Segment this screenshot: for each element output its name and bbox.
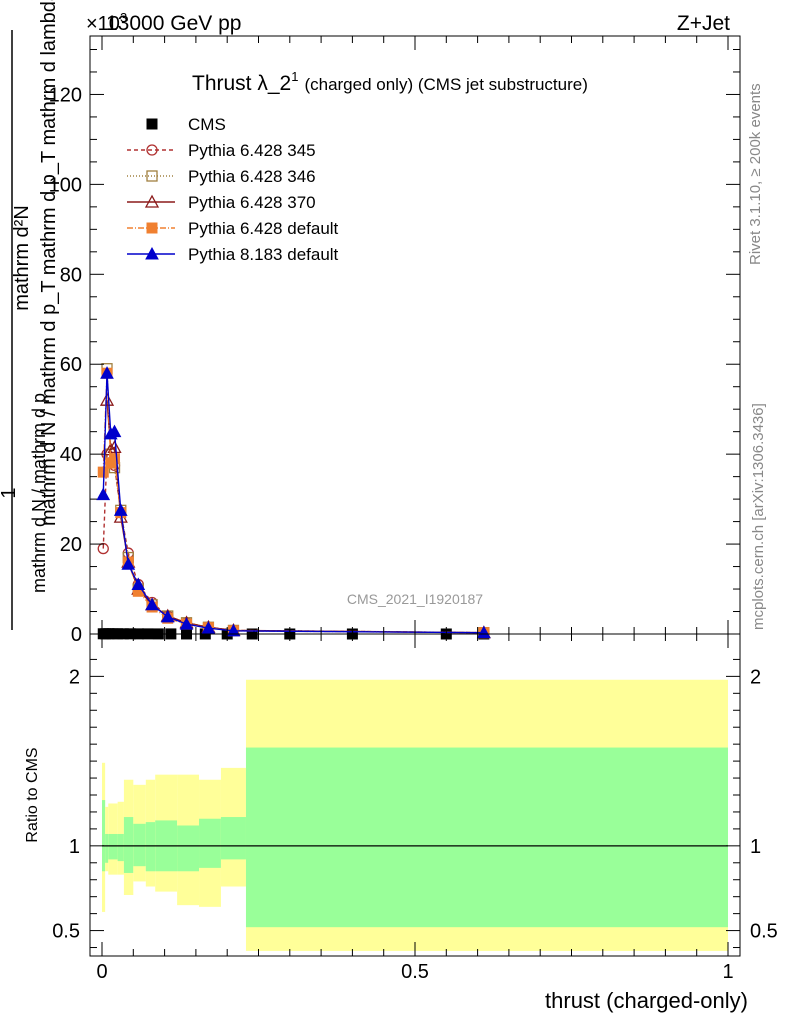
ratio-y-label: Ratio to CMS [24,747,41,842]
band-green [199,818,221,868]
y-label-denominator: mathrm d N / mathrm d p [29,393,49,593]
y-label-denominator-extra: mathrm d N / mathrm d p_T mathrm d p_T m… [38,0,60,526]
legend-marker [146,118,158,130]
main-y-tick-label: 20 [60,534,82,556]
legend-entry: Pythia 6.428 default [127,219,339,238]
band-green [123,817,134,873]
x-tick-label: 0 [96,961,107,983]
data-point [201,621,216,634]
legend-entry: CMS [146,115,226,134]
data-point [107,424,122,438]
main-y-tick-label: 0 [71,624,82,646]
band-green [245,747,729,928]
main-y-tick-label: 40 [60,444,82,466]
ratio-y-tick-label: 0.5 [52,921,80,943]
main-y-tick-label: 100 [49,174,82,196]
legend-label: CMS [188,115,226,134]
band-green [177,825,200,872]
band-green [108,833,118,860]
band-green [105,833,109,863]
legend-label: Pythia 6.428 370 [188,193,316,212]
plot-title: Thrust λ_21 (charged only) (CMS jet subst… [192,69,588,95]
ratio-panel: 0.5 0.5 1 1 2 2 0 0.5 1 Ratio to CMS thrust (cha… [24,633,778,1013]
band-green [220,817,246,860]
data-point [109,453,121,465]
legend-entry: Pythia 6.428 346 [127,167,316,186]
y-label-numerator: mathrm d²N [11,205,33,311]
legend-marker [144,194,160,208]
legend-entry: Pythia 6.428 345 [127,141,316,160]
data-point [121,557,136,570]
band-green [133,823,146,867]
data-point [99,392,115,406]
data-point [160,609,175,623]
band-green [117,833,124,862]
legend-label: Pythia 6.428 default [188,219,339,238]
process-label: Z+Jet [677,12,730,35]
legend-entry: Pythia 6.428 370 [127,193,316,212]
data-point [226,623,241,637]
main-y-tick-label: 120 [49,84,82,106]
ratio-y-tick-label: 2 [69,666,80,688]
data-point [100,366,114,379]
data-point [96,487,111,501]
main-y-tick-label: 60 [60,354,82,376]
legend-label: Pythia 6.428 345 [188,141,316,160]
legend-marker [146,144,158,156]
energy-label: 13000 GeV pp [106,12,241,35]
data-point [107,440,122,454]
legend-label: Pythia 6.428 346 [188,167,316,186]
data-point [179,617,194,630]
data-point [145,597,159,611]
data-point [477,625,491,639]
rivet-label: Rivet 3.1.10, ≥ 200k events [747,83,764,265]
ratio-y-tick-label-right: 1 [750,836,761,858]
data-point [113,503,128,516]
band-green [145,822,156,872]
data-point [131,577,146,591]
y-axis-label: mathrm d²N mathrm d N / mathrm d p_T mat… [0,0,60,630]
y-label-one: 1 [0,487,20,498]
series-5 [96,366,491,639]
data-point [97,542,109,555]
legend-marker [146,170,158,182]
ratio-y-tick-label-right: 0.5 [750,921,778,943]
legend-marker [146,222,158,234]
band-green [102,800,106,872]
legend-label: Pythia 8.183 default [188,245,339,264]
ratio-y-tick-label-right: 2 [750,666,761,688]
ratio-y-tick-label: 1 [69,836,80,858]
main-panel: 0 20 40 60 80 100 120 Thrust λ_21 (charged only… [0,0,741,646]
mcplots-label: mcplots.cern.ch [arXiv:1306.3436] [750,403,767,630]
main-y-tick-label: 80 [60,264,82,286]
legend-marker [145,246,159,260]
x-tick-label: 1 [722,961,733,983]
legend-entry: Pythia 8.183 default [127,245,339,264]
exponent-label: ×103 [86,10,127,35]
x-tick-label: 0.5 [401,961,429,983]
x-axis-label: thrust (charged-only) [545,988,748,1013]
analysis-id: CMS_2021_I1920187 [347,591,483,607]
